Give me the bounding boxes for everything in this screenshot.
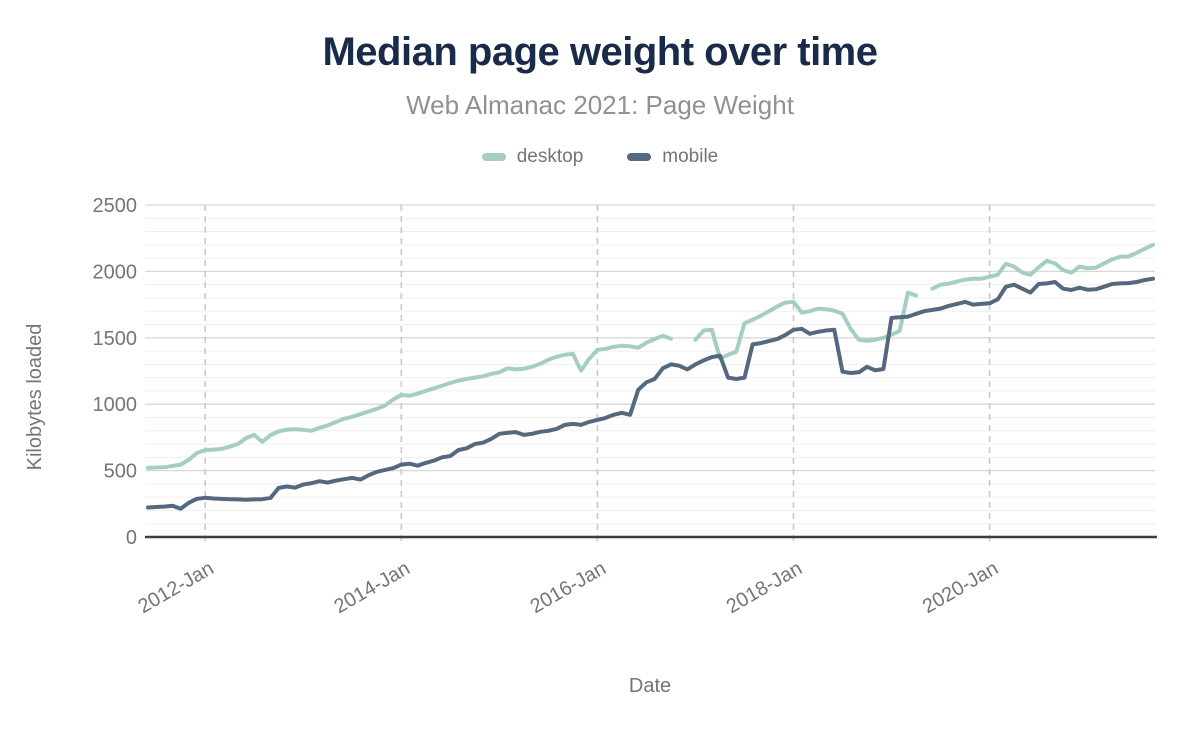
mobile-series-swatch-icon: [627, 153, 652, 161]
y-tick-label: 1000: [93, 394, 138, 416]
y-tick-label: 2500: [93, 195, 138, 217]
mobile-line: [146, 276, 1155, 511]
legend-item-mobile: mobile: [627, 146, 718, 168]
y-tick-label: 500: [104, 461, 137, 483]
x-tick-label: 2016-Jan: [527, 557, 610, 618]
y-tick-label: 2000: [93, 261, 138, 283]
legend-label-desktop: desktop: [516, 146, 584, 167]
y-tick-label: 1500: [93, 328, 138, 350]
desktop-line: [146, 242, 1155, 470]
legend-item-desktop: desktop: [481, 146, 584, 168]
desktop-series-swatch-icon: [481, 153, 506, 161]
chart-subtitle: Web Almanac 2021: Page Weight: [406, 90, 794, 120]
x-tick-label: 2014-Jan: [331, 557, 414, 618]
legend: desktop mobile: [0, 145, 1200, 169]
y-tick-label: 0: [126, 527, 137, 549]
x-tick-label: 2020-Jan: [919, 557, 1002, 618]
legend-label-mobile: mobile: [662, 146, 719, 167]
x-tick-label: 2012-Jan: [134, 557, 217, 618]
x-axis-title: Date: [628, 675, 672, 697]
x-tick-label: 2018-Jan: [723, 557, 806, 618]
chart-title: Median page weight over time: [322, 30, 878, 74]
